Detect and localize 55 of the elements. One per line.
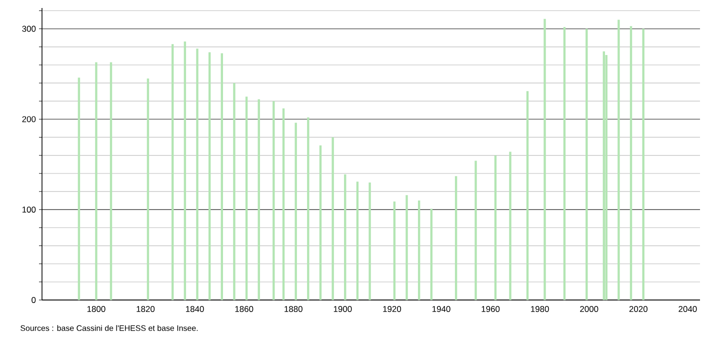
y-tick-label: 300 <box>22 26 36 32</box>
y-tick-label: 200 <box>22 116 36 122</box>
bar <box>172 44 174 300</box>
bar <box>605 55 608 300</box>
bar <box>563 26 566 300</box>
bar <box>454 176 458 300</box>
bar <box>406 195 408 300</box>
bar <box>544 18 546 300</box>
x-tick-label: 1900 <box>334 306 352 312</box>
x-tick-label: 1940 <box>432 306 450 312</box>
bar <box>208 52 211 300</box>
x-tick-label: 2000 <box>580 306 598 312</box>
bar <box>368 182 371 300</box>
x-tick-label: 1840 <box>186 306 204 312</box>
bar <box>95 62 98 300</box>
bar <box>332 137 334 300</box>
x-tick-label: 1920 <box>383 306 402 312</box>
bar <box>494 155 497 300</box>
bar <box>307 117 310 300</box>
bar <box>294 122 297 300</box>
bar <box>393 201 396 300</box>
bar <box>344 174 346 300</box>
x-tick-label: 2020 <box>629 306 648 312</box>
x-tick-label: 1980 <box>531 306 549 312</box>
x-tick-label: 1800 <box>87 306 106 312</box>
x-tick-label: 1820 <box>136 306 155 312</box>
bar <box>319 145 322 300</box>
bar <box>196 48 198 300</box>
x-tick-label: 1860 <box>235 306 254 312</box>
bar <box>146 78 150 300</box>
x-tick-label: 1880 <box>284 306 302 312</box>
y-tick-label: 100 <box>22 206 36 213</box>
x-tick-label: 1960 <box>482 306 500 312</box>
bar <box>630 26 632 300</box>
bar <box>233 83 236 300</box>
y-tick-label: 0 <box>32 297 36 303</box>
bar <box>356 182 359 300</box>
bar <box>272 101 275 300</box>
bar <box>184 41 186 300</box>
bar <box>110 62 112 300</box>
bar <box>474 160 477 300</box>
bar <box>245 96 248 300</box>
bar <box>418 200 420 300</box>
x-tick-label: 2040 <box>678 306 697 312</box>
bar <box>78 78 80 300</box>
bar <box>430 208 432 300</box>
bar <box>220 53 224 300</box>
bar <box>602 51 605 300</box>
bar <box>586 28 588 300</box>
bar <box>258 99 260 300</box>
bar <box>642 28 644 300</box>
bar <box>282 108 285 300</box>
bar <box>618 20 620 300</box>
bar <box>509 152 512 300</box>
bar <box>526 91 529 300</box>
